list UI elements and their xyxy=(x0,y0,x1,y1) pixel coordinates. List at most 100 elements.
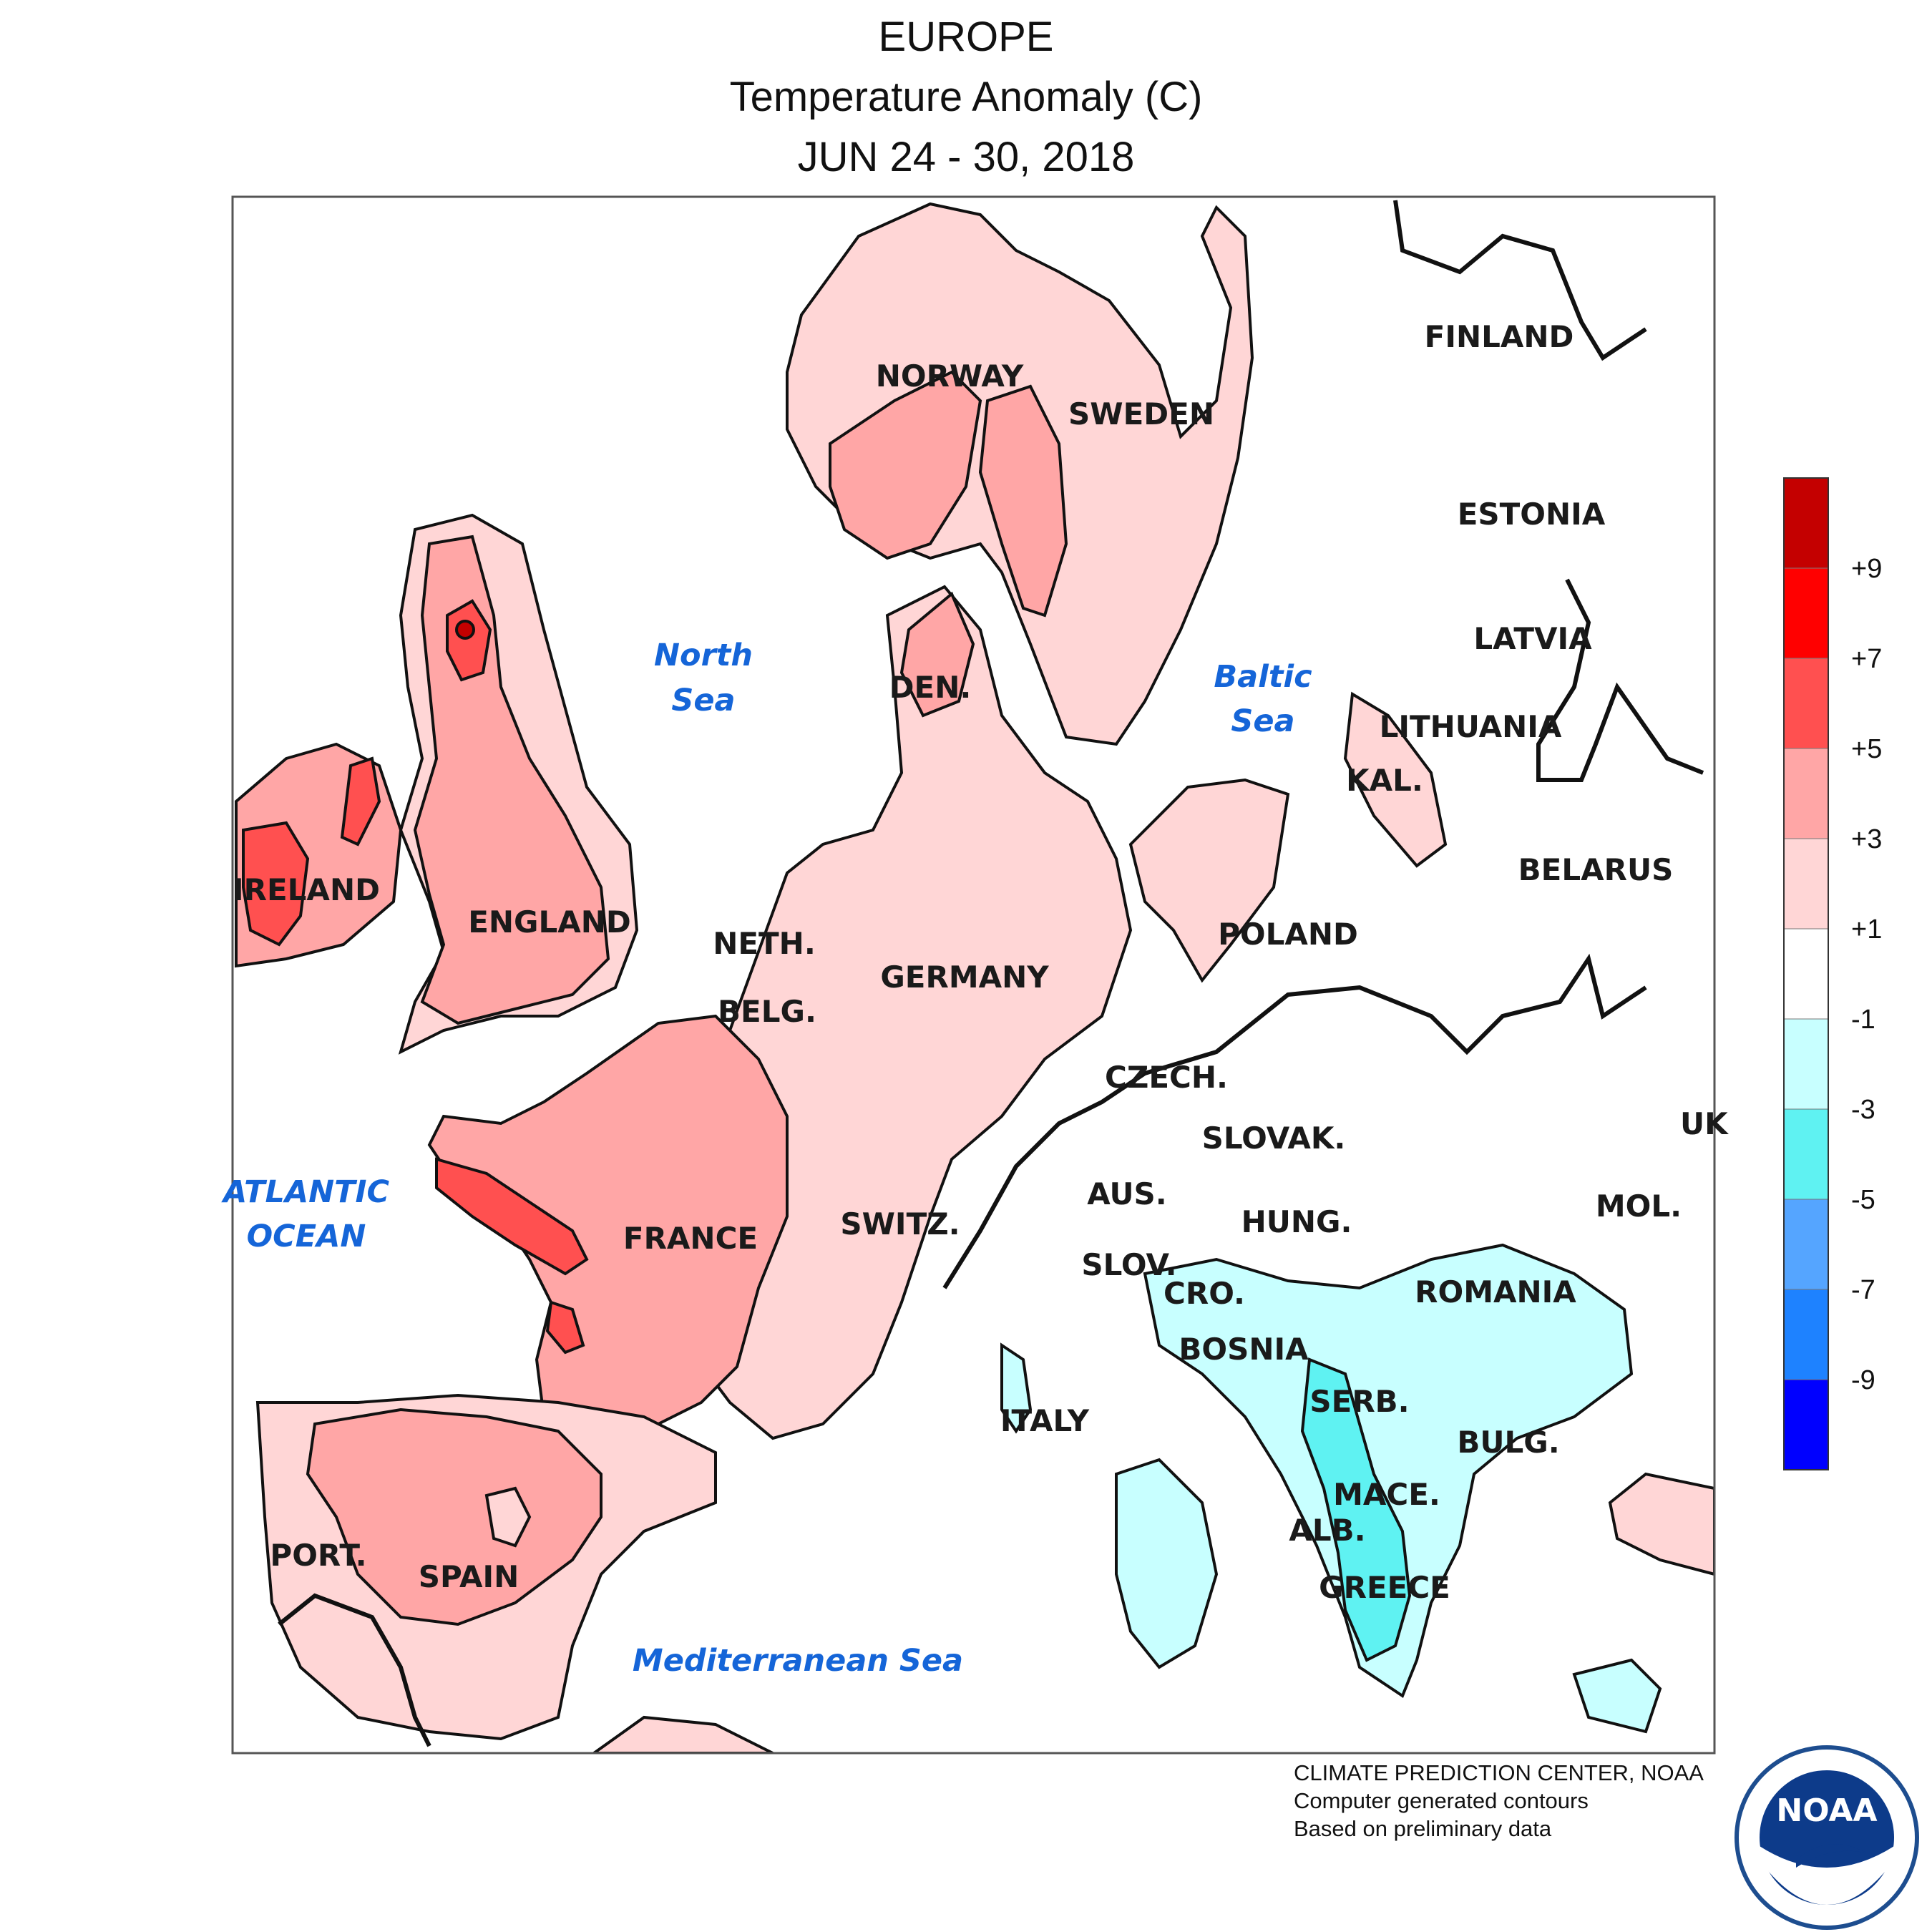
anomaly-region-ireland-east-plus5 xyxy=(340,756,381,847)
label-czech: CZECH. xyxy=(1105,1060,1228,1095)
anomaly-region-sweden-plus3 xyxy=(978,384,1068,618)
map-date-range: JUN 24 - 30, 2018 xyxy=(797,134,1135,180)
anomaly-region-crete-area xyxy=(1572,1658,1662,1734)
map-frame xyxy=(231,195,1716,1755)
legend-swatch xyxy=(1783,838,1829,930)
legend-swatch xyxy=(1783,1108,1829,1200)
anomaly-region-poland xyxy=(1128,778,1290,983)
anomaly-region-scotland-plus5 xyxy=(446,599,492,682)
legend-swatch xyxy=(1783,567,1829,659)
label-greece: GREECE xyxy=(1319,1570,1450,1605)
anomaly-region-ireland-plus5 xyxy=(242,821,310,947)
zero-contour-iberia xyxy=(278,1593,431,1747)
label-moldova: MOL. xyxy=(1596,1189,1682,1224)
legend-tick-label: -9 xyxy=(1851,1365,1875,1395)
label-north-sea-1: North xyxy=(654,638,753,673)
anomaly-region-italy-south xyxy=(1115,1458,1219,1669)
noaa-logo-text: NOAA xyxy=(1776,1792,1877,1829)
map-title: EUROPE xyxy=(878,14,1054,60)
label-north-sea-2: Sea xyxy=(671,683,735,718)
label-atlantic-ocean-1: ATLANTIC xyxy=(221,1174,389,1210)
label-mediterranean-sea: Mediterranean Sea xyxy=(633,1643,963,1679)
legend-swatch xyxy=(1783,928,1829,1020)
anomaly-region-france-southwest-plus5 xyxy=(545,1300,585,1355)
legend-tick-label: +1 xyxy=(1851,914,1882,945)
label-albania: ALB. xyxy=(1289,1513,1365,1548)
zero-contour-east xyxy=(1536,578,1704,782)
anomaly-region-kaliningrad xyxy=(1343,691,1448,868)
label-bosnia: BOSNIA xyxy=(1179,1332,1309,1367)
anomaly-region-serbia-greece-minus3 xyxy=(1300,1357,1412,1662)
legend-tick-label: +3 xyxy=(1851,824,1882,854)
label-macedonia: MACE. xyxy=(1333,1477,1440,1512)
label-italy: ITALY xyxy=(1000,1403,1090,1438)
anomaly-region-denmark-plus3 xyxy=(899,591,975,718)
zero-contour-alps xyxy=(942,953,1647,1289)
legend-swatch xyxy=(1783,477,1829,569)
label-lithuania: LITHUANIA xyxy=(1380,709,1562,744)
map-subtitle: Temperature Anomaly (C) xyxy=(729,74,1203,120)
credit-line-2: Computer generated contours xyxy=(1294,1788,1589,1813)
label-netherlands: NETH. xyxy=(713,926,816,961)
anomaly-max-scotland xyxy=(455,620,475,640)
anomaly-region-spain-plus3 xyxy=(306,1407,602,1626)
legend-tick-label: -1 xyxy=(1851,1005,1875,1035)
label-baltic-sea-2: Sea xyxy=(1231,703,1294,739)
label-england: ENGLAND xyxy=(468,904,631,940)
label-bulgaria: BULG. xyxy=(1457,1425,1559,1460)
label-finland: FINLAND xyxy=(1425,319,1574,354)
legend-frame xyxy=(1783,477,1829,1470)
noaa-logo: NOAA xyxy=(1735,1745,1919,1930)
label-poland: POLAND xyxy=(1218,917,1358,952)
label-kaliningrad: KAL. xyxy=(1346,763,1423,798)
label-belgium: BELG. xyxy=(718,994,816,1029)
credit-line-1: CLIMATE PREDICTION CENTER, NOAA xyxy=(1294,1760,1704,1785)
label-ukraine: UK xyxy=(1680,1106,1729,1141)
label-sweden: SWEDEN xyxy=(1068,396,1214,431)
label-belarus: BELARUS xyxy=(1518,852,1674,887)
anomaly-region-norway-plus3 xyxy=(829,370,982,560)
legend-tick-label: +9 xyxy=(1851,554,1882,584)
legend-swatch xyxy=(1783,748,1829,839)
anomaly-legend: +9 +7 +5 +3 +1 -1 -3 -5 -7 -9 xyxy=(1783,477,1882,1470)
legend-tick-label: +5 xyxy=(1851,734,1882,764)
legend-swatch xyxy=(1783,1289,1829,1380)
label-serbia: SERB. xyxy=(1309,1384,1409,1419)
legend-tick-label: -3 xyxy=(1851,1095,1875,1125)
label-spain: SPAIN xyxy=(419,1559,519,1594)
anomaly-region-italy-north xyxy=(1000,1342,1033,1434)
label-norway: NORWAY xyxy=(876,358,1024,394)
label-austria: AUS. xyxy=(1087,1176,1167,1211)
legend-swatch xyxy=(1783,658,1829,749)
legend-tick-label: -7 xyxy=(1851,1275,1875,1305)
legend-tick-label: +7 xyxy=(1851,644,1882,674)
legend-swatch xyxy=(1783,1018,1829,1110)
anomaly-region-balkans xyxy=(1143,1243,1634,1699)
label-atlantic-ocean-2: OCEAN xyxy=(247,1219,366,1254)
anomaly-region-southeast xyxy=(1608,1472,1714,1576)
zero-contour-finland xyxy=(1393,200,1647,361)
label-latvia: LATVIA xyxy=(1473,621,1592,656)
noaa-logo-bird xyxy=(1796,1844,1868,1868)
credit-line-3: Based on preliminary data xyxy=(1294,1816,1552,1841)
label-switzerland: SWITZ. xyxy=(840,1206,960,1241)
noaa-logo-wave xyxy=(1760,1846,1894,1905)
anomaly-region-north-africa xyxy=(591,1715,774,1753)
label-portugal: PORT. xyxy=(270,1538,366,1573)
legend-tick-label: -5 xyxy=(1851,1185,1875,1215)
anomaly-fill-layer xyxy=(235,200,1714,1753)
label-slovakia: SLOVAK. xyxy=(1202,1121,1346,1156)
label-slovenia: SLOV. xyxy=(1081,1247,1176,1282)
label-denmark: DEN. xyxy=(889,670,972,705)
label-estonia: ESTONIA xyxy=(1458,497,1606,532)
anomaly-region-spain-center-plus1 xyxy=(484,1486,532,1548)
legend-swatch xyxy=(1783,1379,1829,1470)
label-germany: GERMANY xyxy=(880,960,1049,995)
anomaly-region-france-west-plus5 xyxy=(435,1157,589,1276)
label-hungary: HUNG. xyxy=(1241,1204,1352,1239)
legend-swatch xyxy=(1783,1199,1829,1290)
label-baltic-sea-1: Baltic xyxy=(1214,659,1312,695)
label-ireland: IRELAND xyxy=(233,872,380,907)
label-romania: ROMANIA xyxy=(1415,1274,1576,1309)
